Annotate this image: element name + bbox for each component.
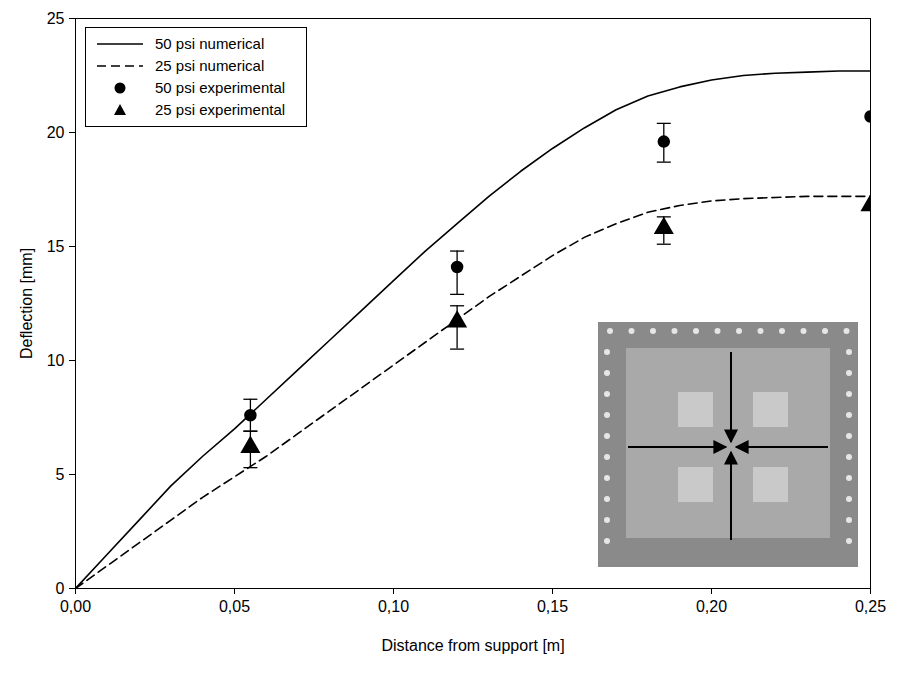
svg-text:15: 15	[47, 238, 65, 255]
svg-text:0,00: 0,00	[60, 598, 91, 615]
svg-text:0,20: 0,20	[696, 598, 727, 615]
svg-text:25 psi numerical: 25 psi numerical	[155, 57, 264, 74]
svg-text:25 psi experimental: 25 psi experimental	[155, 101, 285, 118]
svg-text:50 psi numerical: 50 psi numerical	[155, 35, 264, 52]
svg-text:50 psi experimental: 50 psi experimental	[155, 79, 285, 96]
svg-text:20: 20	[47, 124, 65, 141]
svg-text:0,05: 0,05	[219, 598, 250, 615]
svg-text:Deflection [mm]: Deflection [mm]	[18, 248, 35, 359]
svg-text:10: 10	[47, 352, 65, 369]
svg-text:25: 25	[47, 10, 65, 27]
svg-text:0,25: 0,25	[855, 598, 886, 615]
svg-text:0,10: 0,10	[378, 598, 409, 615]
svg-text:0: 0	[56, 580, 65, 597]
svg-text:5: 5	[56, 466, 65, 483]
svg-text:Distance from support [m]: Distance from support [m]	[381, 637, 564, 654]
svg-text:0,15: 0,15	[537, 598, 568, 615]
